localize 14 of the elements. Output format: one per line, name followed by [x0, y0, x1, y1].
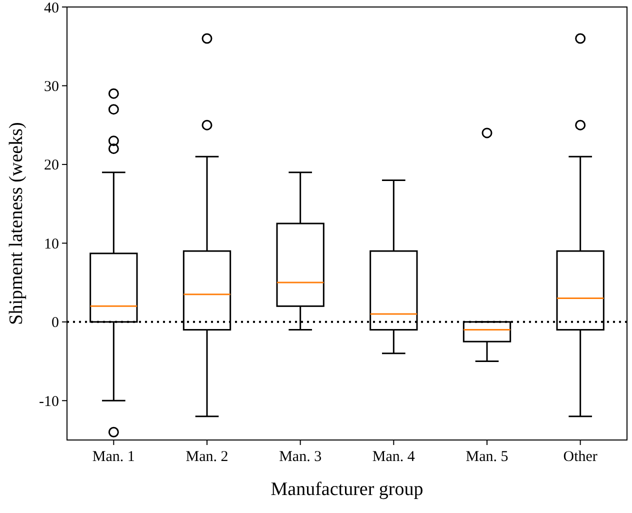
x-axis-title: Manufacturer group — [270, 479, 424, 500]
x-tick-label: Other — [563, 449, 598, 465]
y-tick-label: 10 — [44, 236, 59, 252]
x-tick-label: Man. 1 — [92, 449, 135, 465]
x-tick-label: Man. 2 — [186, 449, 228, 465]
x-tick-label: Man. 5 — [466, 449, 508, 465]
y-tick-label: -10 — [39, 394, 59, 410]
y-tick-label: 20 — [44, 158, 59, 174]
x-tick-label: Man. 3 — [279, 449, 322, 465]
y-tick-label: 40 — [44, 0, 59, 16]
x-tick-label: Man. 4 — [372, 449, 416, 465]
y-tick-label: 0 — [52, 315, 59, 332]
y-axis-title: Shipment lateness (weeks) — [6, 122, 27, 325]
y-tick-label: 30 — [44, 78, 59, 95]
